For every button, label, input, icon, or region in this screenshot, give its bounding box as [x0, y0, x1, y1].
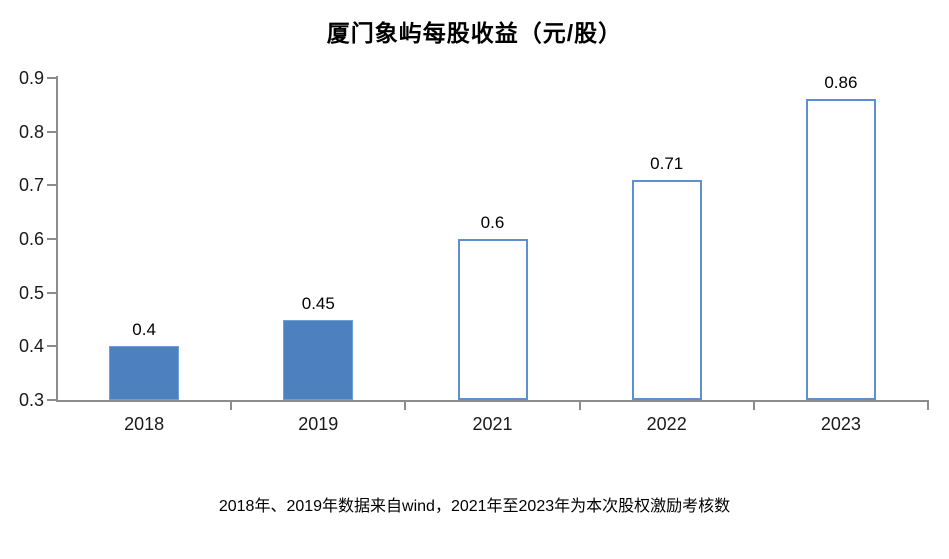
y-tick-label: 0.5	[18, 282, 44, 303]
x-tick-label: 2018	[124, 414, 165, 434]
y-tick-label: 0.9	[18, 68, 44, 88]
bar-value-label: 0.45	[301, 293, 335, 313]
x-axis-tick	[578, 402, 581, 410]
y-axis-tick	[47, 291, 56, 294]
y-axis-tick	[47, 399, 56, 401]
bar	[109, 346, 180, 400]
y-tick-label: 0.4	[18, 336, 44, 357]
bar-value-label: 0.6	[480, 213, 505, 232]
x-axis-tick	[404, 402, 407, 410]
bar	[457, 239, 528, 400]
bar	[805, 99, 876, 400]
x-tick-label: 2023	[820, 414, 861, 434]
bar-value-label: 0.71	[650, 153, 684, 173]
x-tick-label: 2022	[646, 414, 687, 434]
x-tick-label: 2019	[298, 414, 339, 434]
chart-caption: 2018年、2019年数据来自wind，2021年至2023年为本次股权激励考核…	[218, 498, 731, 515]
y-tick-label: 0.6	[18, 229, 44, 249]
y-axis-tick	[47, 77, 56, 79]
x-axis-tick	[230, 402, 233, 410]
y-axis-tick	[47, 184, 56, 187]
y-axis-tick	[47, 130, 56, 133]
bar-value-label: 0.4	[132, 320, 156, 340]
chart-title: 厦门象屿每股收益（元/股）	[326, 20, 623, 46]
bar-value-label: 0.86	[824, 73, 858, 93]
y-axis-tick	[47, 238, 56, 240]
x-axis-line	[56, 400, 929, 402]
y-tick-label: 0.7	[18, 175, 44, 196]
y-tick-label: 0.3	[18, 390, 44, 410]
x-axis-tick	[927, 402, 929, 410]
x-tick-label: 2021	[472, 414, 513, 434]
y-tick-label: 0.8	[18, 121, 44, 142]
x-axis-tick	[752, 402, 755, 410]
y-axis-line	[56, 76, 58, 402]
bar	[631, 179, 702, 400]
bar	[283, 319, 354, 400]
y-axis-tick	[47, 345, 56, 348]
